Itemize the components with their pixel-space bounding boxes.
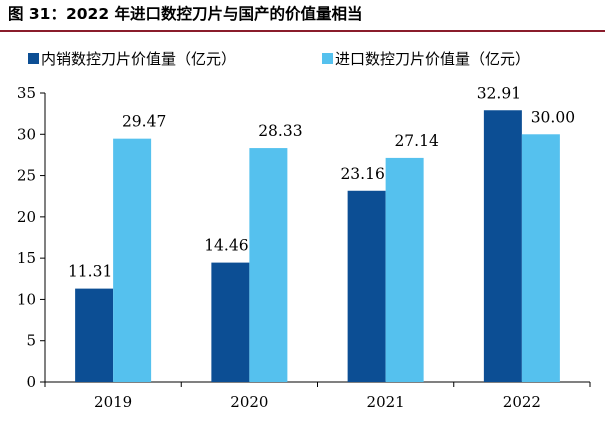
data-label-domestic-2022: 32.91 — [477, 84, 521, 102]
data-label-import-2022: 30.00 — [531, 108, 575, 126]
legend-swatch-domestic — [28, 53, 39, 64]
data-label-import-2020: 28.33 — [258, 122, 302, 140]
x-tick-label-2021: 2021 — [367, 393, 405, 411]
y-tick-label-35: 35 — [17, 84, 36, 102]
data-label-import-2019: 29.47 — [122, 113, 166, 131]
bar-domestic-2022 — [483, 110, 522, 382]
bar-import-2022 — [521, 134, 560, 382]
y-tick-label-5: 5 — [26, 332, 36, 350]
legend-swatch-import — [322, 53, 333, 64]
y-tick-label-10: 10 — [17, 290, 36, 308]
y-tick-label-30: 30 — [17, 125, 36, 143]
data-label-domestic-2019: 11.31 — [68, 263, 112, 281]
bar-domestic-2021 — [347, 190, 386, 382]
x-tick-label-2022: 2022 — [503, 393, 541, 411]
y-tick-label-15: 15 — [17, 249, 36, 267]
x-tick-label-2020: 2020 — [230, 393, 268, 411]
legend: 内销数控刀片价值量（亿元） 进口数控刀片价值量（亿元） — [28, 50, 530, 68]
bar-import-2021 — [385, 157, 424, 382]
bar-domestic-2019 — [75, 288, 114, 382]
data-label-domestic-2020: 14.46 — [204, 237, 248, 255]
bar-import-2019 — [113, 138, 152, 382]
x-tick-label-2019: 2019 — [94, 393, 132, 411]
legend-label-domestic: 内销数控刀片价值量（亿元） — [41, 50, 236, 68]
y-tick-label-25: 25 — [17, 167, 36, 185]
y-tick-label-20: 20 — [17, 208, 36, 226]
title-divider — [0, 30, 605, 32]
data-labels: 11.31 29.47 14.46 28.33 23.16 27.14 32.91 30.00 — [68, 84, 575, 280]
legend-label-import: 进口数控刀片价值量（亿元） — [335, 50, 530, 68]
data-label-domestic-2021: 23.16 — [340, 165, 384, 183]
data-label-import-2021: 27.14 — [394, 132, 439, 150]
chart-title: 图 31：2022 年进口数控刀片与国产的价值量相当 — [8, 5, 363, 23]
y-tick-label-0: 0 — [26, 373, 36, 391]
bars — [75, 110, 560, 382]
bar-import-2020 — [249, 148, 288, 382]
axes: 0 5 10 15 20 25 30 35 2019 2020 2021 2022 — [17, 84, 591, 411]
bar-domestic-2020 — [211, 262, 250, 382]
